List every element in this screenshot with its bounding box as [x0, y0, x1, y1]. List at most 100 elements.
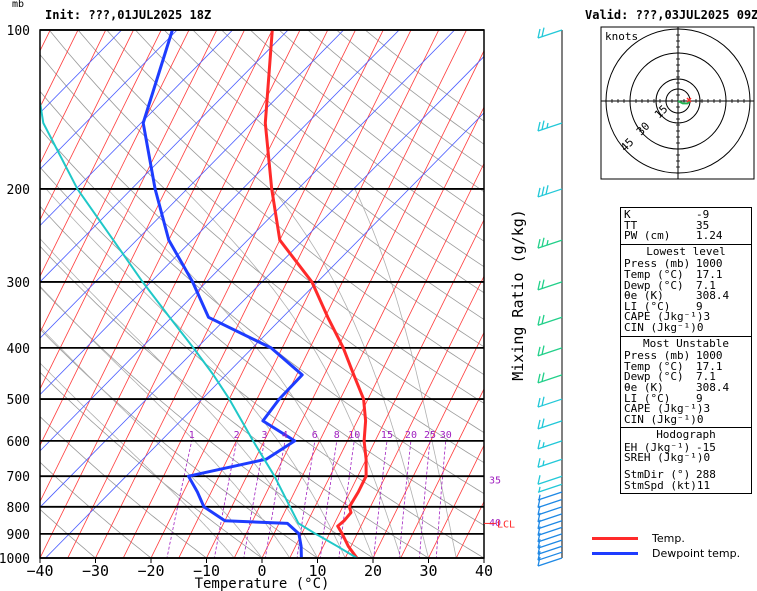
x-tick-label: −40	[26, 562, 53, 580]
lowest-level-key: CIN (Jkg⁻¹)	[624, 320, 697, 334]
mixing-ratio-tick-label: 30	[440, 430, 452, 441]
hodograph-stat-value: -15	[696, 440, 716, 454]
grid-line	[40, 30, 456, 452]
legend-label: Dewpoint temp.	[652, 547, 741, 560]
lowest-level-value: 9	[696, 299, 703, 313]
mixing-ratio-tick-label: 20	[405, 430, 417, 441]
hodograph-trace	[677, 100, 691, 105]
most-unstable-value: 0	[696, 412, 704, 426]
lowest-level-value: 0	[696, 320, 704, 334]
dry-adiabat-line	[40, 166, 484, 526]
wind-barb	[537, 279, 563, 291]
pressure-tick-label: 300	[7, 276, 30, 291]
wind-barb	[537, 185, 563, 198]
index-key: TT	[624, 218, 638, 232]
hodograph-stats-section: Hodograph EH (Jkg⁻¹) -15 SREH (Jkg⁻¹) 0 Stm…	[621, 427, 751, 493]
wind-barb	[537, 545, 563, 555]
most-unstable-value: 308.4	[696, 380, 730, 394]
wind-barb	[537, 27, 563, 39]
dry-adiabat-line	[221, 30, 484, 242]
wind-barb	[537, 237, 563, 249]
dry-adiabat-line	[40, 90, 484, 464]
indices-top-section: K -9 TT 35 PW (cm) 1.24	[621, 208, 751, 244]
dewpoint-line	[141, 30, 304, 558]
x-tick-label: 20	[364, 562, 382, 580]
most-unstable-value: 7.1	[696, 370, 716, 384]
lowest-level-row: CAPE (Jkg⁻¹) 3	[624, 312, 748, 323]
mixing-ratio-tick-label: 25	[424, 430, 436, 441]
lowest-level-row: θe (K) 308.4	[624, 289, 748, 303]
pressure-tick-label: 800	[7, 501, 30, 516]
storm-motion-key: StmSpd (kt)	[624, 478, 697, 492]
dry-adiabat-line	[40, 205, 484, 558]
dry-adiabat-line	[192, 30, 484, 268]
most-unstable-key: Temp (°C)	[624, 359, 684, 373]
lowest-level-key: LI (°C)	[624, 299, 671, 313]
isotherm-line	[400, 388, 484, 558]
x-tick-label: −20	[137, 562, 164, 580]
x-tick-label: −10	[193, 562, 220, 580]
wind-barb	[537, 491, 563, 501]
dry-adiabat-line	[163, 30, 484, 294]
index-value: 35	[696, 218, 710, 232]
isotherm-line	[428, 444, 484, 558]
mixing-ratio-tick-label: 1	[189, 430, 195, 441]
pressure-tick-label: 600	[7, 435, 30, 450]
isotherm-line	[40, 30, 107, 165]
most-unstable-row: θe (K) 308.4	[624, 380, 748, 394]
mixing-ratio-line	[166, 440, 193, 558]
most-unstable-value: 1000	[696, 349, 723, 363]
isotherm-line	[40, 30, 245, 447]
mixing-ratio-line	[338, 440, 355, 558]
mixing-ratio-line	[373, 440, 388, 558]
legend-swatch	[592, 537, 638, 540]
storm-motion-row: StmDir (°) 288	[624, 468, 748, 482]
mixing-ratio-tick-label: 8	[334, 430, 340, 441]
lowest-level-value: 308.4	[696, 289, 730, 303]
hodograph-stats-title: Hodograph	[656, 428, 716, 442]
grid-line	[40, 30, 123, 114]
isotherm-line	[261, 106, 484, 558]
index-row: TT 35	[624, 218, 748, 232]
most-unstable-key: LI (°C)	[624, 391, 671, 405]
storm-motion-value: 288	[696, 468, 716, 482]
most-unstable-row: Temp (°C) 17.1	[624, 359, 748, 373]
chart-legend: Temp. Dewpoint temp.	[592, 531, 740, 561]
x-tick-label: 0	[257, 562, 266, 580]
isotherm-line	[40, 30, 162, 278]
temperature-line	[263, 30, 368, 558]
parcel-path-line	[40, 95, 358, 558]
dry-adiabat-line	[40, 508, 97, 558]
legend-item: Temp.	[592, 531, 740, 546]
grid-line	[44, 112, 484, 558]
lowest-level-key: θe (K)	[624, 289, 664, 303]
index-value: 1.24	[696, 229, 723, 243]
mixing-ratio-tick-label: 2	[234, 430, 240, 441]
x-tick-label: 10	[308, 562, 326, 580]
most-unstable-row: CIN (Jkg⁻¹) 0	[624, 412, 748, 426]
mixing-ratio-tick-label: 4	[282, 430, 288, 441]
lowest-level-value: 1000	[696, 257, 723, 271]
wind-barb	[537, 483, 563, 493]
dry-adiabat-line	[40, 328, 319, 558]
storm-motion-row: StmSpd (kt) 11	[624, 478, 748, 492]
wind-barb	[537, 396, 563, 408]
most-unstable-row: Press (mb) 1000	[624, 349, 748, 363]
x-tick-label: −30	[82, 562, 109, 580]
index-key: PW (cm)	[624, 229, 671, 243]
wind-barb	[537, 556, 563, 567]
hodograph-stat-row: SREH (Jkg⁻¹) 0	[624, 453, 748, 464]
hodograph-stat-key: SREH (Jkg⁻¹)	[624, 451, 704, 465]
lowest-level-key: Dewp (°C)	[624, 278, 684, 292]
lowest-level-title: Lowest level	[646, 244, 726, 258]
wind-barb	[537, 372, 563, 384]
hodograph-stat-value: 0	[703, 451, 711, 465]
mixing-ratio-tick-label: 10	[348, 430, 360, 441]
index-row: PW (cm) 1.24	[624, 229, 748, 243]
wind-barb	[537, 439, 563, 450]
lowest-level-value: 17.1	[696, 267, 723, 281]
isotherm-line	[317, 218, 484, 558]
lowest-level-row: LI (°C) 9	[624, 299, 748, 313]
hodograph-stat-key: EH (Jkg⁻¹)	[624, 440, 691, 454]
dry-adiabat-line	[40, 371, 263, 558]
